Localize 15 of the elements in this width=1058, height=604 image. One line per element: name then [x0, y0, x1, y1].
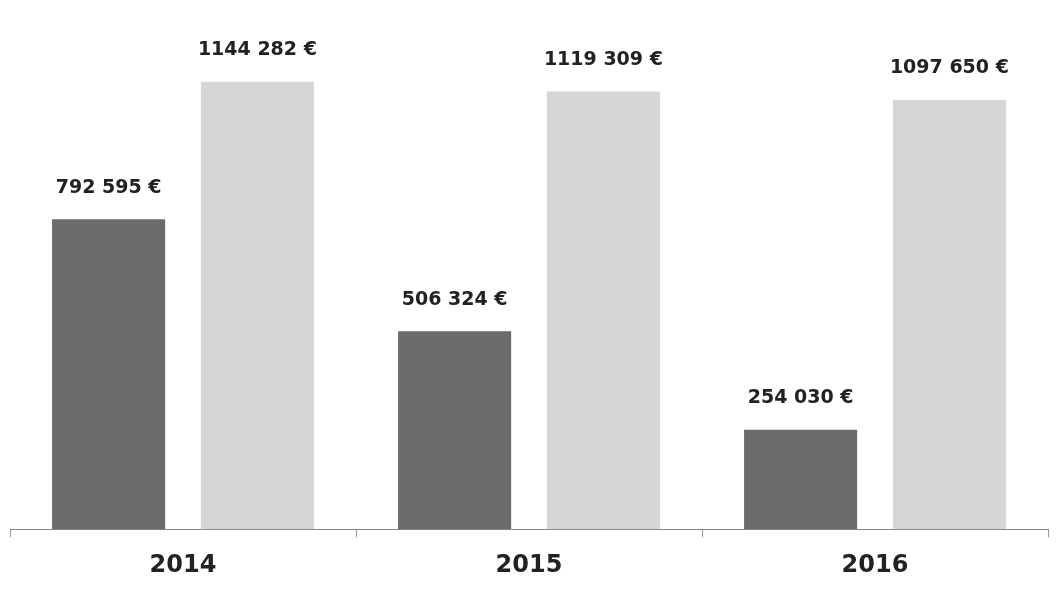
- bar: [52, 219, 166, 530]
- x-tick-label: 2015: [495, 549, 563, 578]
- x-tick-label: 2014: [149, 549, 217, 578]
- data-label: 1144 282 €: [197, 37, 317, 60]
- bar: [744, 429, 858, 530]
- data-label: 506 324 €: [401, 286, 508, 309]
- bar: [546, 91, 660, 530]
- bar: [892, 100, 1006, 530]
- x-tick-label: 2016: [841, 549, 909, 578]
- data-label: 1119 309 €: [543, 46, 663, 69]
- data-label: 254 030 €: [747, 385, 854, 408]
- data-label: 792 595 €: [55, 174, 162, 197]
- data-label: 1097 650 €: [889, 55, 1009, 78]
- bar: [200, 81, 314, 530]
- bar: [398, 331, 512, 530]
